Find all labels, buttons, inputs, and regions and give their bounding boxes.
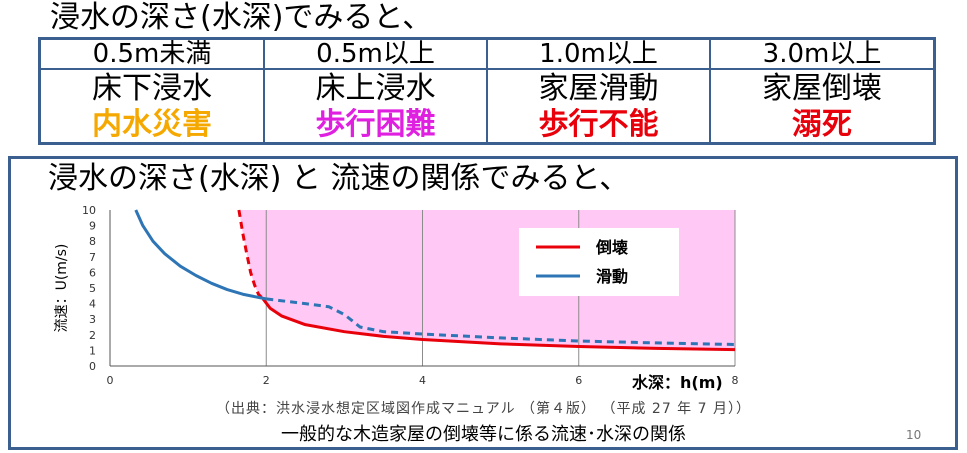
risk-row: 内水災害 歩行困難 歩行不能 溺死 (41, 108, 933, 142)
y-tick-label: 5 (89, 282, 96, 295)
damage-cell: 家屋滑動 (486, 69, 710, 108)
legend-label: 滑動 (596, 267, 628, 286)
damage-cell: 床下浸水 (92, 71, 212, 106)
y-tick-label: 0 (89, 360, 96, 373)
flow-heading: 浸水の深さ(水深) と 流速の関係でみると、 (48, 161, 630, 196)
flow-depth-panel (8, 156, 958, 450)
depth-damage-table: 0.5m未満 0.5m以上 1.0m以上 3.0m以上 床下浸水 床上浸水 家屋… (38, 37, 936, 145)
risk-cell: 歩行不能 (486, 108, 710, 142)
y-axis-title: 流速：U(m/s) (54, 244, 70, 333)
x-axis-title: 水深：h(m) (632, 373, 723, 392)
legend-box (519, 228, 679, 296)
chart-caption: 一般的な木造家屋の倒壊等に係る流速･水深の関係 (281, 424, 686, 445)
depth-cell: 0.5m以上 (263, 40, 487, 70)
y-tick-label: 3 (89, 313, 96, 326)
y-tick-label: 1 (89, 344, 96, 357)
damage-cell: 家屋倒壊 (709, 69, 933, 108)
series-line (134, 209, 267, 301)
y-tick-label: 10 (82, 204, 96, 217)
depth-heading: 浸水の深さ(水深)でみると、 (50, 0, 433, 35)
risk-cell: 溺死 (709, 108, 933, 142)
x-tick-label: 4 (419, 374, 426, 387)
y-tick-label: 8 (89, 235, 96, 248)
y-tick-label: 6 (89, 266, 96, 279)
y-tick-label: 2 (89, 329, 96, 342)
x-tick-label: 2 (263, 374, 270, 387)
series-line-dashed (237, 209, 265, 300)
legend-label: 倒壊 (595, 238, 629, 257)
damage-cell: 床上浸水 (263, 69, 487, 108)
source-note: （出典：洪水浸水想定区域図作成マニュアル （第４版） （平成 27 年 7 月）… (215, 401, 751, 417)
risk-cell: 歩行困難 (263, 108, 487, 142)
x-tick-label: 8 (732, 374, 739, 387)
depth-row: 0.5m未満 0.5m以上 1.0m以上 3.0m以上 (41, 40, 933, 70)
y-tick-label: 4 (89, 298, 96, 311)
y-tick-label: 7 (89, 251, 96, 264)
depth-cell: 3.0m以上 (709, 40, 933, 70)
x-tick-label: 0 (107, 374, 114, 387)
depth-cell: 1.0m以上 (486, 40, 710, 70)
damage-row: 床下浸水 床上浸水 家屋滑動 家屋倒壊 (41, 69, 933, 108)
depth-cell: 0.5m未満 (41, 40, 264, 70)
series-line (261, 298, 736, 352)
risk-cell: 内水災害 (92, 108, 212, 142)
x-tick-label: 6 (575, 374, 582, 387)
series-line-dashed (266, 297, 736, 346)
page-number: 10 (906, 428, 922, 442)
y-tick-label: 9 (89, 220, 96, 233)
